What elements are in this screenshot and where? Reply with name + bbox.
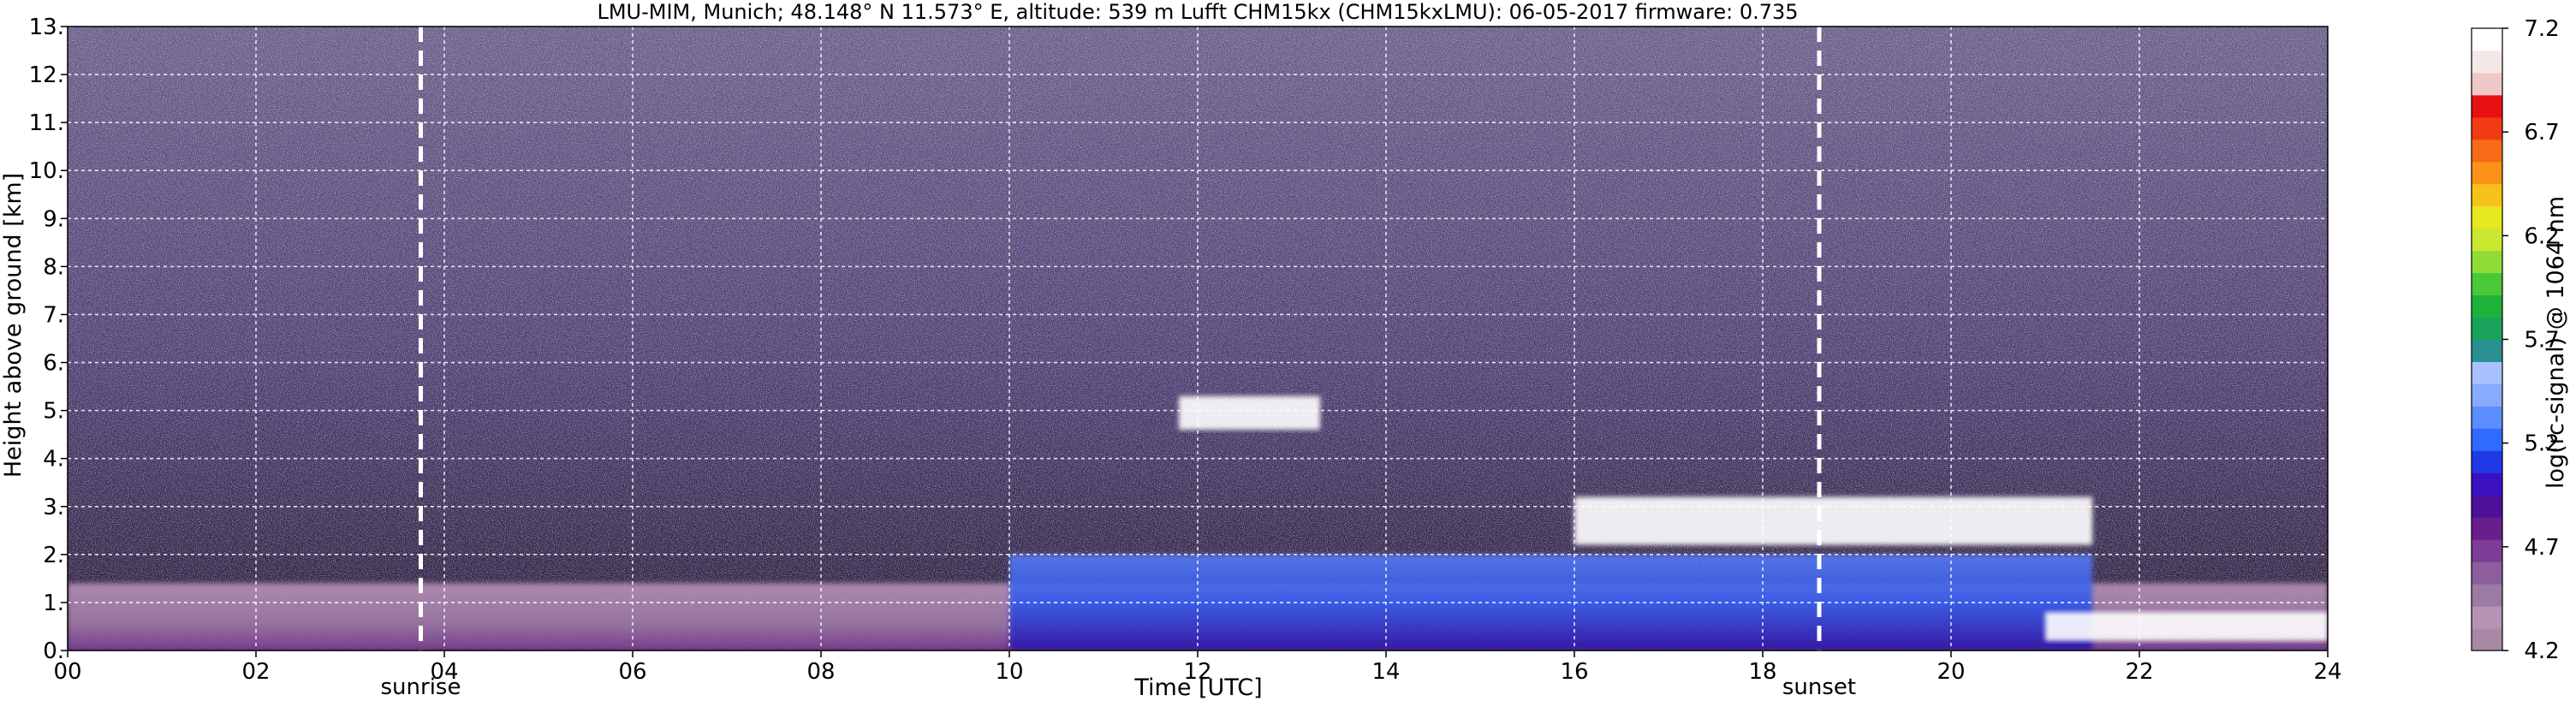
x-axis-ticks: 00 02 04 06 08 10 12 14 16 18 20 22 24: [53, 651, 2342, 685]
x-tick-label: 08: [806, 659, 835, 685]
x-tick-label: 02: [241, 659, 270, 685]
feature-cloud-deck: [1574, 496, 2092, 545]
colorbar-segment: [2472, 317, 2502, 340]
colorbar-segment: [2472, 495, 2502, 518]
colorbar-segment: [2472, 205, 2502, 229]
colorbar-tick-label: 5.2: [2524, 431, 2559, 457]
colorbar-segment: [2472, 139, 2502, 163]
colorbar-segment: [2472, 539, 2502, 562]
y-tick-label: 4.: [43, 447, 64, 472]
x-tick-label: 20: [1936, 659, 1965, 685]
colorbar-segment: [2472, 250, 2502, 274]
colorbar-tick-label: 7.2: [2524, 16, 2559, 42]
sun-event-lines: [419, 27, 1822, 651]
colorbar-segment: [2472, 561, 2502, 585]
x-tick-label: 22: [2125, 659, 2153, 685]
colorbar-segment: [2472, 428, 2502, 451]
colorbar-segment: [2472, 161, 2502, 185]
x-axis-label: Time [UTC]: [1133, 674, 1262, 701]
y-axis-ticks: 0. 1. 2. 3. 4. 5. 6. 7. 8. 9. 10. 11. 12. 13.: [29, 15, 68, 664]
colorbar-segment: [2472, 28, 2502, 51]
colorbar-segment: [2472, 517, 2502, 540]
colorbar-segment: [2472, 472, 2502, 496]
y-tick-label: 6.: [43, 351, 64, 377]
x-tick-label: 24: [2313, 659, 2341, 685]
y-tick-label: 9.: [43, 206, 64, 232]
x-tick-label: 18: [1748, 659, 1776, 685]
sun-event-label: sunset: [1782, 674, 1856, 700]
colorbar-segment: [2472, 584, 2502, 607]
colorbar-tick-label: 6.2: [2524, 223, 2559, 249]
colorbar-segment: [2472, 628, 2502, 651]
colorbar-segment: [2472, 383, 2502, 407]
feature-cloud-deck: [2045, 612, 2328, 641]
x-tick-label: 06: [618, 659, 646, 685]
y-tick-label: 1.: [43, 591, 64, 616]
colorbar-segment: [2472, 406, 2502, 429]
x-tick-label: 14: [1371, 659, 1400, 685]
colorbar-tick-label: 5.7: [2524, 328, 2559, 354]
colorbar-segment: [2472, 450, 2502, 473]
feature-cloud-deck: [1179, 395, 1320, 431]
chart-title: LMU-MIM, Munich; 48.148° N 11.573° E, al…: [597, 0, 1798, 24]
y-tick-label: 7.: [43, 302, 64, 328]
y-tick-label: 12.: [29, 62, 64, 88]
colorbar-tick-label: 4.7: [2524, 535, 2559, 561]
y-tick-label: 13.: [29, 15, 64, 40]
colorbar-segment: [2472, 94, 2502, 118]
colorbar-segment: [2472, 294, 2502, 318]
x-tick-label: 04: [430, 659, 458, 685]
y-tick-label: 3.: [43, 495, 64, 520]
colorbar-label: log(rc-signal) @ 1064 nm: [2543, 196, 2569, 489]
colorbar-segment: [2472, 339, 2502, 362]
colorbar-tick-label: 6.7: [2524, 120, 2559, 146]
colorbar-segment: [2472, 228, 2502, 252]
y-tick-label: 2.: [43, 543, 64, 568]
colorbar-segment: [2472, 606, 2502, 629]
y-tick-label: 5.: [43, 399, 64, 425]
y-tick-label: 8.: [43, 254, 64, 280]
plot-area: [68, 27, 2328, 651]
x-tick-label: 12: [1183, 659, 1211, 685]
colorbar-segment: [2472, 272, 2502, 296]
x-tick-label: 16: [1560, 659, 1588, 685]
colorbar: 4.2 4.7 5.2 5.7 6.2 6.7 7.2: [2471, 16, 2560, 664]
y-tick-label: 0.: [43, 639, 64, 664]
sun-event-label: sunrise: [381, 674, 461, 700]
grid-lines: [68, 27, 2328, 651]
y-tick-label: 11.: [29, 110, 64, 136]
y-tick-label: 10.: [29, 158, 64, 184]
colorbar-segment: [2472, 50, 2502, 74]
colorbar-segment: [2472, 72, 2502, 96]
y-axis-label: Height above ground [km]: [0, 173, 27, 478]
colorbar-segment: [2472, 183, 2502, 207]
colorbar-segment: [2472, 116, 2502, 140]
x-tick-label: 10: [995, 659, 1023, 685]
x-tick-label: 00: [53, 659, 81, 685]
sun-event-labels: sunrise sunset: [381, 674, 1857, 700]
colorbar-segment: [2472, 361, 2502, 384]
colorbar-tick-label: 4.2: [2524, 639, 2559, 664]
